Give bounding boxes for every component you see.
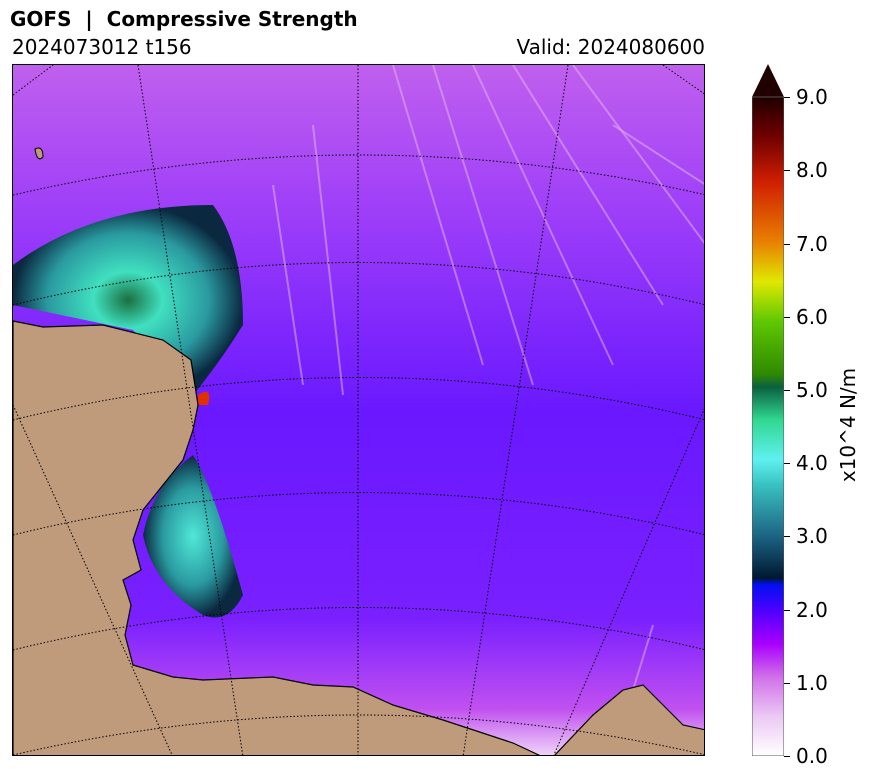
peak-strength-spot — [198, 391, 210, 405]
colorbar-tick-label: 1.0 — [796, 671, 828, 695]
colorbar-tickmark — [784, 317, 790, 318]
colorbar-tickmark — [784, 536, 790, 537]
plot-title: GOFS | Compressive Strength — [10, 7, 358, 31]
colorbar-tickmark — [784, 610, 790, 611]
colorbar-tickmark — [784, 463, 790, 464]
colorbar-tick-label: 0.0 — [796, 744, 828, 768]
colorbar-tick-label: 7.0 — [796, 232, 828, 256]
colorbar-tickmark — [784, 683, 790, 684]
colorbar-svg — [751, 64, 785, 757]
colorbar-tick-label: 3.0 — [796, 524, 828, 548]
colorbar-tick-label: 9.0 — [796, 85, 828, 109]
run-time-label: 2024073012 t156 — [12, 35, 192, 59]
colorbar-tick-label: 2.0 — [796, 598, 828, 622]
colorbar-extend-arrow — [752, 64, 784, 97]
colorbar-body — [751, 96, 785, 757]
land-west — [13, 320, 541, 755]
high-strength-region-north — [13, 205, 243, 395]
colorbar-tickmark — [784, 170, 790, 171]
ridge-streaks — [272, 65, 704, 755]
colorbar-tick-label: 6.0 — [796, 305, 828, 329]
map-panel — [12, 64, 705, 756]
colorbar-units-label: x10^4 N/m — [836, 367, 860, 483]
colorbar — [751, 64, 785, 757]
graticule — [13, 65, 704, 755]
colorbar-tickmark — [784, 756, 790, 757]
colorbar-tickmark — [784, 97, 790, 98]
colorbar-tickmark — [784, 390, 790, 391]
valid-time-label: Valid: 2024080600 — [516, 35, 705, 59]
colorbar-tick-label: 8.0 — [796, 158, 828, 182]
colorbar-tickmark — [784, 244, 790, 245]
land-southeast — [554, 684, 704, 755]
colorbar-tick-label: 4.0 — [796, 451, 828, 475]
high-strength-region-south — [143, 455, 243, 618]
colorbar-tick-label: 5.0 — [796, 378, 828, 402]
map-canvas — [13, 65, 704, 755]
island — [34, 147, 44, 160]
